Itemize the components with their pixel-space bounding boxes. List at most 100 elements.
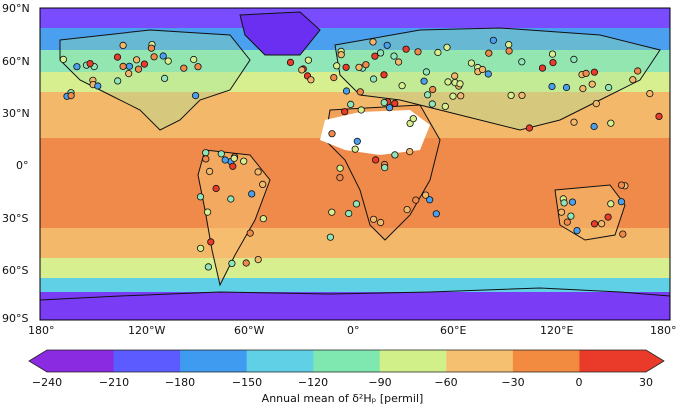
station-marker	[326, 233, 334, 241]
station-marker	[206, 167, 214, 175]
colorbar-segment	[47, 350, 115, 372]
sahara-region	[320, 110, 430, 155]
station-marker	[432, 210, 440, 218]
station-marker	[573, 227, 581, 235]
station-marker	[505, 47, 513, 55]
station-marker	[406, 148, 414, 156]
station-marker	[426, 196, 434, 204]
station-marker	[357, 106, 365, 114]
station-marker	[356, 88, 364, 96]
station-marker	[507, 91, 515, 100]
station-marker	[228, 259, 236, 267]
station-marker	[646, 90, 654, 98]
station-marker	[444, 78, 452, 86]
station-marker	[114, 77, 122, 85]
station-marker	[164, 57, 172, 65]
station-marker	[254, 168, 262, 176]
colorbar-tick: −180	[164, 376, 196, 389]
station-marker	[202, 149, 210, 157]
station-marker	[328, 130, 336, 138]
station-marker	[254, 255, 262, 264]
lat-tick-30n: 30°N	[2, 107, 30, 120]
station-marker	[180, 64, 188, 72]
lat-tick-60n: 60°N	[2, 55, 30, 68]
station-marker	[391, 99, 399, 108]
station-marker	[352, 200, 360, 208]
station-marker	[398, 82, 406, 90]
station-marker	[73, 63, 81, 71]
colorbar	[28, 349, 665, 373]
station-marker	[133, 56, 141, 64]
station-marker	[607, 119, 615, 127]
lon-tick-180e: 180°	[650, 324, 677, 337]
band-midlat-south	[40, 258, 670, 278]
station-marker	[579, 85, 587, 93]
station-marker	[563, 218, 571, 226]
station-marker	[485, 49, 493, 57]
colorbar-tick: −30	[501, 376, 525, 389]
station-marker	[355, 63, 363, 71]
colorbar-tick: −120	[297, 376, 329, 389]
station-marker	[67, 92, 75, 100]
lat-tick-90n: 90°N	[2, 2, 30, 15]
station-marker	[376, 49, 385, 57]
station-marker	[588, 80, 596, 88]
station-marker	[604, 83, 613, 92]
station-marker	[412, 196, 420, 204]
station-marker	[342, 63, 350, 71]
lat-tick-90s: 90°S	[2, 312, 29, 325]
station-marker	[403, 206, 411, 214]
colorbar-frame	[28, 349, 665, 373]
continent-north-america	[59, 29, 251, 131]
station-marker	[381, 164, 389, 172]
station-marker	[590, 122, 598, 131]
station-marker	[94, 82, 102, 90]
station-marker	[345, 209, 353, 218]
lon-tick-180w: 180°	[28, 324, 55, 337]
station-marker	[409, 115, 417, 123]
station-marker	[570, 118, 578, 126]
station-marker	[604, 213, 612, 221]
colorbar-tick: 30	[639, 376, 653, 389]
colorbar-extend-high	[646, 350, 664, 372]
colorbar-extend-low	[29, 350, 47, 372]
coastline-antarctica	[40, 287, 670, 301]
station-marker	[259, 180, 267, 188]
station-marker	[307, 76, 315, 84]
station-marker	[197, 244, 205, 252]
colorbar-title: Annual mean of δ²Hₚ [permil]	[261, 392, 424, 405]
station-marker	[421, 191, 430, 199]
station-marker	[560, 199, 568, 207]
lat-tick-30s: 30°S	[2, 212, 29, 225]
station-marker	[347, 100, 355, 109]
lat-tick-60s: 60°S	[2, 264, 29, 277]
station-marker	[394, 58, 403, 66]
station-marker	[353, 137, 361, 145]
station-marker	[227, 195, 235, 203]
colorbar-tick: −210	[98, 376, 130, 389]
station-marker	[429, 85, 437, 94]
station-marker	[467, 59, 475, 67]
station-marker	[246, 229, 254, 237]
station-marker	[125, 70, 133, 78]
station-marker	[371, 156, 380, 164]
station-marker	[59, 55, 68, 64]
station-marker	[617, 198, 626, 206]
station-marker	[505, 40, 513, 49]
band-polar-north	[40, 8, 670, 28]
lon-tick-120e: 120°E	[540, 324, 574, 337]
colorbar-segment	[246, 350, 314, 372]
station-marker	[525, 124, 534, 132]
station-marker	[383, 41, 391, 49]
station-marker	[369, 38, 377, 46]
station-marker	[351, 145, 359, 153]
station-marker	[196, 193, 205, 201]
station-marker	[242, 259, 250, 267]
station-marker	[304, 56, 312, 64]
station-marker	[629, 76, 637, 84]
station-marker	[434, 48, 442, 57]
station-marker	[192, 92, 200, 100]
station-marker	[538, 64, 547, 72]
station-marker	[390, 52, 398, 60]
